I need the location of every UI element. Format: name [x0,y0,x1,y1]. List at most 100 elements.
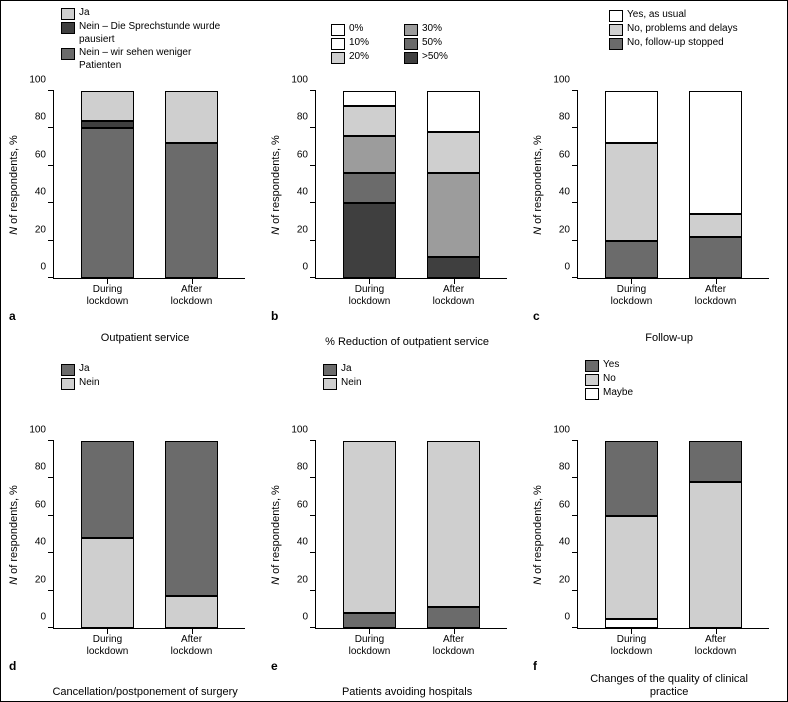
bar-segment [605,91,658,143]
chart-area: 020406080100DuringlockdownAfterlockdownN… [577,441,769,629]
y-tick [310,627,316,628]
y-tick-label: 0 [40,612,54,623]
legend-label: Nein [341,377,362,390]
legend-swatch [609,38,623,50]
y-tick [572,165,578,166]
y-tick-label: 60 [297,149,316,160]
plot: 020406080100DuringlockdownAfterlockdownN… [53,91,245,279]
bar-segment [427,91,480,132]
y-axis-title: N of respondents, % [532,135,544,235]
legend-item: Nein – wir sehen weniger Patienten [61,47,231,72]
y-axis-title: N of respondents, % [8,485,20,585]
legend-item: No, problems and delays [609,23,788,36]
bar [343,441,396,628]
y-tick [310,90,316,91]
legend-item: Ja [323,363,403,376]
bar-segment [427,173,480,257]
bar-segment [343,441,396,613]
bar-segment [81,441,134,538]
panel-title: Changes of the quality of clinical pract… [574,673,764,699]
plot: 020406080100DuringlockdownAfterlockdownN… [53,441,245,629]
bar [343,91,396,278]
y-tick [48,127,54,128]
chart-area: 020406080100DuringlockdownAfterlockdownN… [577,91,769,279]
legend-swatch [331,52,345,64]
chart-area: 020406080100DuringlockdownAfterlockdownN… [53,441,245,629]
y-tick [310,440,316,441]
legend-swatch [331,24,345,36]
bar-segment [427,132,480,173]
legend-label: Maybe [603,387,633,400]
x-tick-label: Duringlockdown [349,278,391,307]
plot: 020406080100DuringlockdownAfterlockdownN… [577,441,769,629]
legend-item: >50% [404,51,471,64]
y-tick [48,627,54,628]
y-axis-title: N of respondents, % [532,485,544,585]
legend-item: Yes, as usual [609,9,788,22]
bar-segment [605,619,658,628]
y-tick-label: 20 [297,224,316,235]
y-tick-label: 40 [35,537,54,548]
bar-segment [165,91,218,143]
y-tick [572,627,578,628]
panel-title: Cancellation/postponement of surgery [50,686,240,699]
y-tick [48,277,54,278]
legend-label: >50% [422,51,448,64]
y-tick-label: 60 [35,149,54,160]
legend-label: Yes, as usual [627,9,686,22]
y-tick-label: 100 [553,425,578,436]
legend-swatch [609,10,623,22]
y-tick-label: 60 [297,499,316,510]
legend-label: No, follow-up stopped [627,37,724,50]
legend: JaNein [323,363,403,391]
legend-item: No, follow-up stopped [609,37,788,50]
bar-segment [165,441,218,596]
y-tick [310,202,316,203]
panel-letter: a [9,309,16,323]
legend-item: Ja [61,7,231,20]
legend-swatch [61,8,75,20]
y-tick [48,165,54,166]
legend: YesNoMaybe [585,359,665,401]
plot: 020406080100DuringlockdownAfterlockdownN… [577,91,769,279]
y-tick [48,552,54,553]
y-tick-label: 100 [29,75,54,86]
legend-label: Ja [341,363,352,376]
y-tick [48,590,54,591]
y-tick-label: 0 [302,612,316,623]
legend-swatch [323,378,337,390]
panel-d: JaNein020406080100DuringlockdownAfterloc… [1,351,263,701]
panel-grid: JaNein – Die Sprechstunde wurde pausiert… [1,1,787,701]
legend-label: Yes [603,359,619,372]
plot: 020406080100DuringlockdownAfterlockdownN… [315,91,507,279]
y-tick [310,477,316,478]
panel-title: Outpatient service [50,332,240,345]
y-tick [310,165,316,166]
y-tick [48,440,54,441]
y-tick-label: 0 [40,262,54,273]
y-tick-label: 20 [35,574,54,585]
legend-swatch [585,388,599,400]
y-tick-label: 80 [35,462,54,473]
figure-frame: JaNein – Die Sprechstunde wurde pausiert… [0,0,788,702]
y-tick [310,240,316,241]
x-tick-label: Afterlockdown [695,278,737,307]
panel-f: YesNoMaybe 020406080100DuringlockdownAfte… [525,351,787,701]
bar-segment [689,482,742,628]
bar-segment [165,596,218,628]
y-tick [48,202,54,203]
legend: Yes, as usualNo, problems and delaysNo, … [609,9,788,51]
legend-item: Yes [585,359,665,372]
legend-item: Nein – Die Sprechstunde wurde pausiert [61,21,231,46]
legend-swatch [61,364,75,376]
bar [605,91,658,278]
panel-letter: c [533,309,540,323]
legend-label: Nein – wir sehen weniger Patienten [79,47,231,72]
x-tick-label: Duringlockdown [87,278,129,307]
x-tick-label: Afterlockdown [171,278,213,307]
legend-item: Maybe [585,387,665,400]
y-tick-label: 0 [564,612,578,623]
legend: JaNein – Die Sprechstunde wurde pausiert… [61,7,231,73]
legend-swatch [331,38,345,50]
bar-segment [689,441,742,482]
